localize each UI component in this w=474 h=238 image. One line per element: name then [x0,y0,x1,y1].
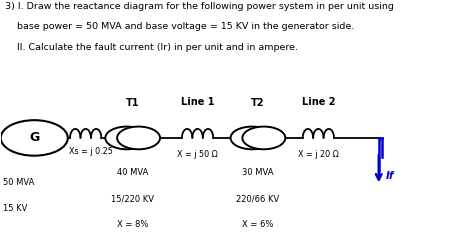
Text: T2: T2 [251,98,264,108]
Text: G: G [29,131,39,144]
Text: 40 MVA: 40 MVA [117,168,148,177]
Circle shape [117,127,160,149]
Text: II. Calculate the fault current (Ir) in per unit and in ampere.: II. Calculate the fault current (Ir) in … [5,43,298,52]
Text: base power = 50 MVA and base voltage = 15 KV in the generator side.: base power = 50 MVA and base voltage = 1… [5,22,355,31]
Circle shape [0,120,68,156]
Text: Line 1: Line 1 [181,97,214,107]
Text: 15 KV: 15 KV [3,204,27,213]
Text: If: If [385,171,394,181]
Text: X = 8%: X = 8% [117,220,148,229]
Text: 15/220 KV: 15/220 KV [111,194,154,203]
Text: X = j 20 Ω: X = j 20 Ω [298,150,339,159]
Text: Xs = j 0.25: Xs = j 0.25 [69,147,113,156]
Circle shape [242,127,285,149]
Text: 50 MVA: 50 MVA [3,178,34,187]
Text: T1: T1 [126,98,139,108]
Text: 30 MVA: 30 MVA [242,168,273,177]
Circle shape [105,127,148,149]
Circle shape [230,127,273,149]
Text: Line 2: Line 2 [301,97,335,107]
Text: X = j 50 Ω: X = j 50 Ω [177,150,218,159]
Text: X = 6%: X = 6% [242,220,273,229]
Text: 3) I. Draw the reactance diagram for the following power system in per unit usin: 3) I. Draw the reactance diagram for the… [5,2,394,11]
Text: 220/66 KV: 220/66 KV [237,194,280,203]
